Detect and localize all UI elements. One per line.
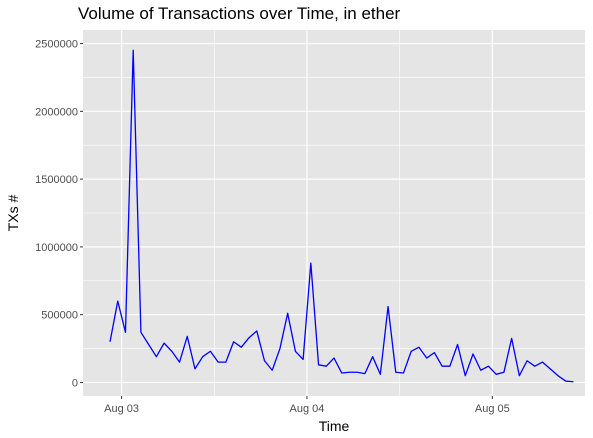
series-layer [109,49,574,383]
y-tick-label: 1500000 [35,174,78,186]
x-tick-label: Aug 03 [104,403,139,415]
y-tick-label: 500000 [41,310,78,322]
x-axis: Aug 03 Aug 04 Aug 05 [104,396,510,415]
y-axis: 0 500000 1000000 1500000 2000000 2500000 [35,39,83,389]
y-tick-label: 0 [72,377,78,389]
major-gridlines [83,30,585,396]
y-tick-label: 2500000 [35,39,78,51]
series-line [109,49,574,383]
minor-gridlines [83,30,585,396]
y-axis-title: TXs # [5,195,21,232]
chart-title: Volume of Transactions over Time, in eth… [78,4,401,23]
x-tick-label: Aug 05 [475,403,510,415]
x-axis-title: Time [319,418,350,434]
y-tick-label: 1000000 [35,242,78,254]
x-tick-label: Aug 04 [290,403,325,415]
y-tick-label: 2000000 [35,106,78,118]
